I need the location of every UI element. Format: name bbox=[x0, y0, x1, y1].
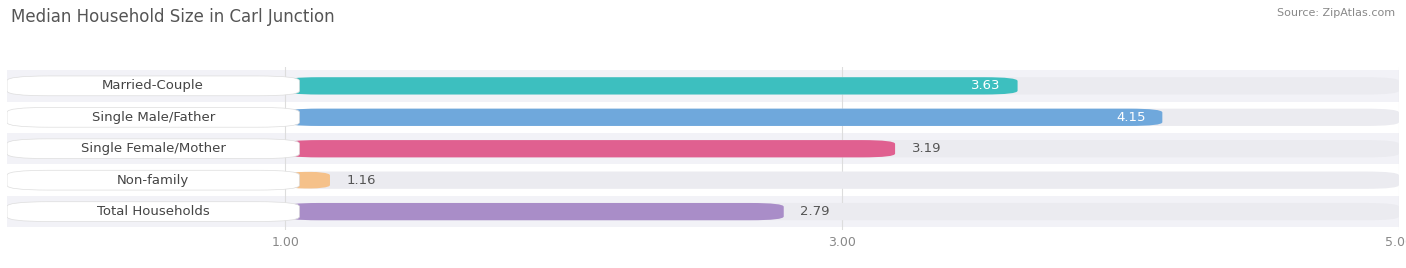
FancyBboxPatch shape bbox=[285, 140, 896, 157]
FancyBboxPatch shape bbox=[285, 203, 1399, 220]
Text: Total Households: Total Households bbox=[97, 205, 209, 218]
Text: Single Female/Mother: Single Female/Mother bbox=[80, 142, 225, 155]
Text: 1.16: 1.16 bbox=[347, 174, 377, 187]
Text: Source: ZipAtlas.com: Source: ZipAtlas.com bbox=[1277, 8, 1395, 18]
FancyBboxPatch shape bbox=[7, 102, 1399, 133]
Text: 3.63: 3.63 bbox=[972, 79, 1001, 92]
FancyBboxPatch shape bbox=[7, 107, 299, 127]
FancyBboxPatch shape bbox=[285, 203, 783, 220]
FancyBboxPatch shape bbox=[7, 133, 1399, 165]
Text: Married-Couple: Married-Couple bbox=[103, 79, 204, 92]
FancyBboxPatch shape bbox=[285, 172, 330, 189]
Text: 2.79: 2.79 bbox=[800, 205, 830, 218]
FancyBboxPatch shape bbox=[285, 140, 1399, 157]
FancyBboxPatch shape bbox=[7, 139, 299, 159]
Text: 4.15: 4.15 bbox=[1116, 111, 1146, 124]
FancyBboxPatch shape bbox=[285, 109, 1399, 126]
Text: Non-family: Non-family bbox=[117, 174, 190, 187]
FancyBboxPatch shape bbox=[285, 77, 1399, 95]
Text: 3.19: 3.19 bbox=[912, 142, 941, 155]
FancyBboxPatch shape bbox=[7, 202, 299, 222]
FancyBboxPatch shape bbox=[7, 196, 1399, 227]
FancyBboxPatch shape bbox=[285, 172, 1399, 189]
Text: Median Household Size in Carl Junction: Median Household Size in Carl Junction bbox=[11, 8, 335, 26]
FancyBboxPatch shape bbox=[7, 76, 299, 96]
FancyBboxPatch shape bbox=[7, 165, 1399, 196]
FancyBboxPatch shape bbox=[7, 170, 299, 190]
FancyBboxPatch shape bbox=[7, 70, 1399, 102]
Text: Single Male/Father: Single Male/Father bbox=[91, 111, 215, 124]
FancyBboxPatch shape bbox=[285, 109, 1163, 126]
FancyBboxPatch shape bbox=[285, 77, 1018, 95]
